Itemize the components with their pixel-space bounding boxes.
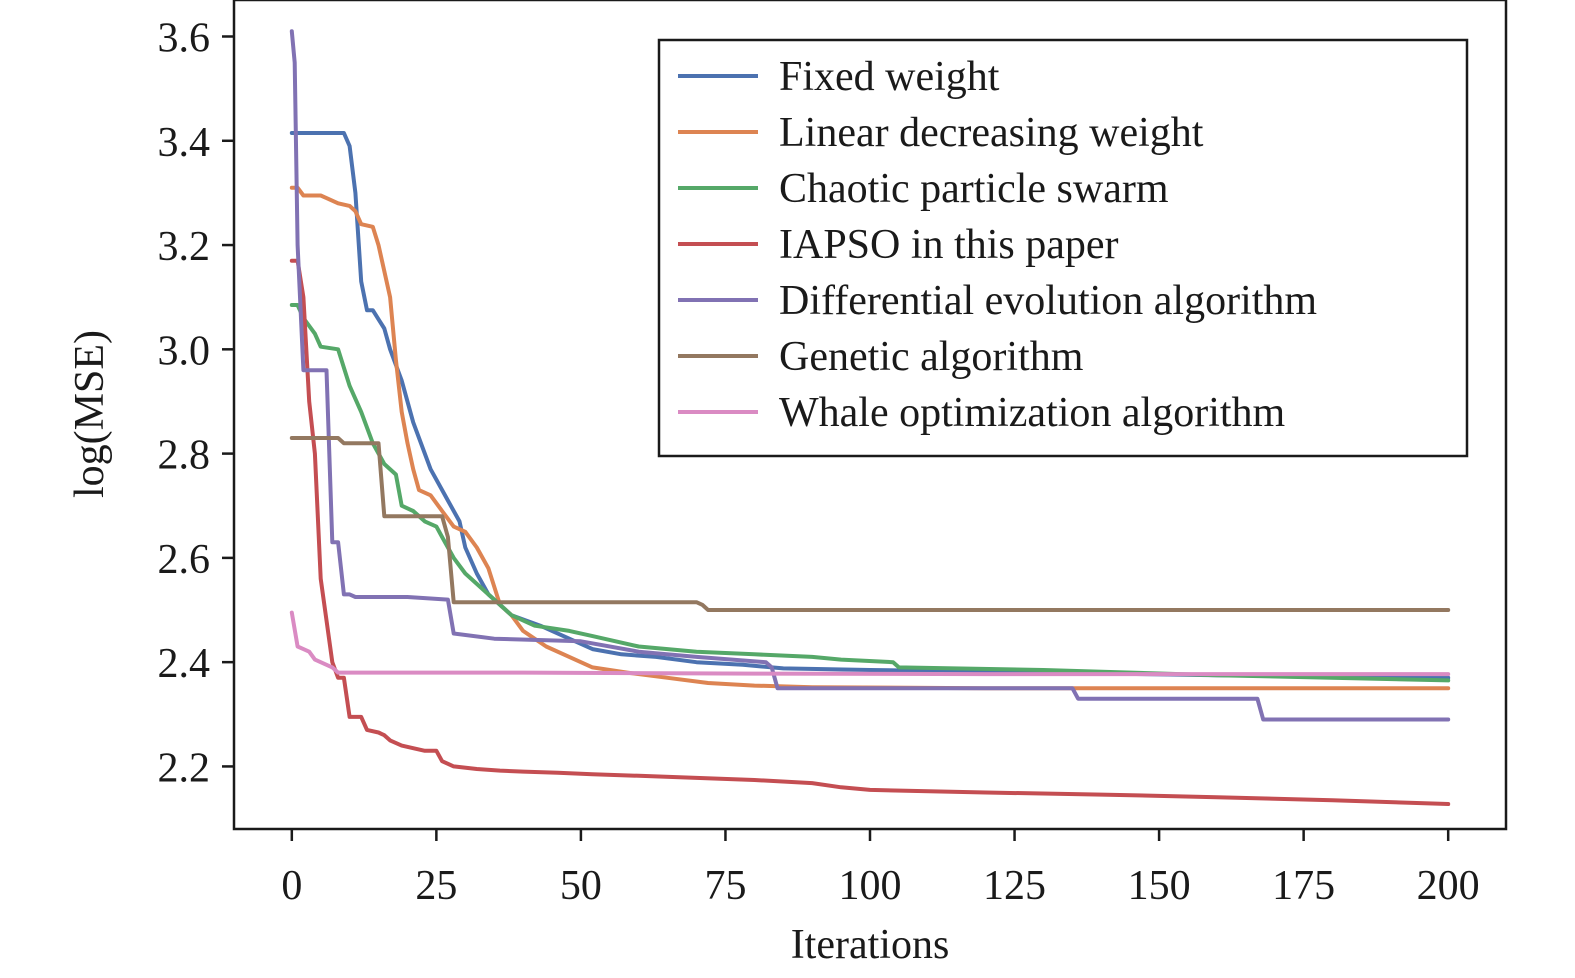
series-line-4 bbox=[289, 258, 1451, 806]
y-tick-label: 2.4 bbox=[158, 641, 211, 687]
series-line-3 bbox=[289, 303, 1451, 683]
series-line-5 bbox=[289, 29, 1451, 722]
y-axis-title: log(MSE) bbox=[67, 330, 113, 498]
legend: Fixed weight Linear decreasing weight Chao… bbox=[657, 38, 1469, 458]
x-axis-ticks: 0 25 50 75 100 125 150 175 200 bbox=[281, 829, 1480, 909]
x-tick-label: 50 bbox=[560, 863, 602, 909]
legend-items: Fixed weight Linear decreasing weight Chao… bbox=[678, 54, 1317, 436]
x-tick-label: 150 bbox=[1128, 863, 1191, 909]
legend-label-7: Whale optimization algorithm bbox=[779, 390, 1286, 436]
x-axis-title: Iterations bbox=[791, 922, 950, 968]
series-line-7 bbox=[289, 610, 1451, 677]
legend-label-5: Differential evolution algorithm bbox=[779, 278, 1317, 324]
series-line-1 bbox=[289, 131, 1451, 680]
y-axis-ticks: 2.2 2.4 2.6 2.8 3.0 3.2 3.4 3.6 bbox=[158, 15, 234, 791]
legend-label-1: Fixed weight bbox=[779, 54, 1000, 100]
legend-label-2: Linear decreasing weight bbox=[779, 110, 1204, 156]
y-tick-label: 3.6 bbox=[158, 15, 211, 61]
x-tick-label: 25 bbox=[415, 863, 457, 909]
x-tick-label: 200 bbox=[1417, 863, 1480, 909]
y-tick-label: 3.2 bbox=[158, 224, 211, 270]
series-layer bbox=[289, 29, 1451, 806]
legend-box bbox=[657, 38, 1469, 458]
series-line-2 bbox=[289, 185, 1451, 691]
legend-label-3: Chaotic particle swarm bbox=[779, 166, 1169, 212]
y-tick-label: 2.6 bbox=[158, 537, 211, 583]
x-tick-label: 125 bbox=[983, 863, 1046, 909]
y-tick-label: 2.2 bbox=[158, 745, 211, 791]
series-line-6 bbox=[289, 436, 1451, 612]
x-tick-label: 0 bbox=[281, 863, 302, 909]
legend-label-6: Genetic algorithm bbox=[779, 334, 1084, 380]
x-tick-label: 175 bbox=[1272, 863, 1335, 909]
y-tick-label: 2.8 bbox=[158, 433, 211, 479]
y-tick-label: 3.4 bbox=[158, 120, 211, 166]
x-tick-label: 75 bbox=[704, 863, 746, 909]
y-tick-label: 3.0 bbox=[158, 328, 211, 374]
legend-label-4: IAPSO in this paper bbox=[779, 222, 1119, 268]
x-tick-label: 100 bbox=[839, 863, 902, 909]
